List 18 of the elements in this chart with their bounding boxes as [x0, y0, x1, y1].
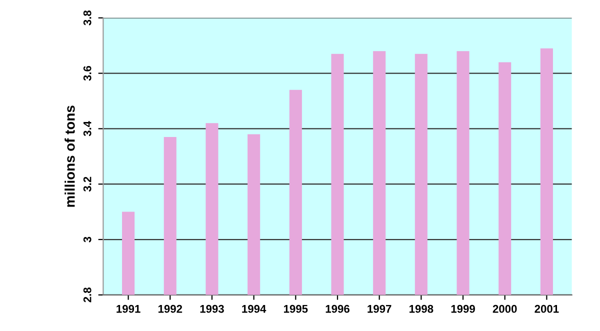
x-tick-label: 1991: [116, 304, 140, 313]
y-tick-label: 3.8: [83, 10, 92, 26]
x-tick-label: 1993: [200, 304, 224, 313]
y-tick-label: 2.8: [83, 288, 92, 302]
y-tick-label: 3.6: [83, 66, 92, 81]
y-tick-label: 3.4: [83, 121, 92, 136]
x-tick-label: 1995: [284, 304, 308, 313]
y-tick-label: 3.2: [83, 176, 92, 192]
x-tick-label: 1996: [326, 304, 350, 313]
x-tick-label: 2001: [534, 304, 559, 313]
x-tick-label: 1997: [368, 304, 392, 313]
x-tick-label: 1999: [451, 304, 475, 313]
x-tick-label: 1998: [410, 304, 434, 313]
y-axis-title: millions of tons: [64, 106, 75, 207]
x-tick-label: 1992: [158, 304, 182, 313]
y-tick-label: 3: [83, 236, 92, 242]
x-tick-label: 2000: [492, 304, 517, 313]
x-tick-label: 1994: [242, 304, 266, 313]
